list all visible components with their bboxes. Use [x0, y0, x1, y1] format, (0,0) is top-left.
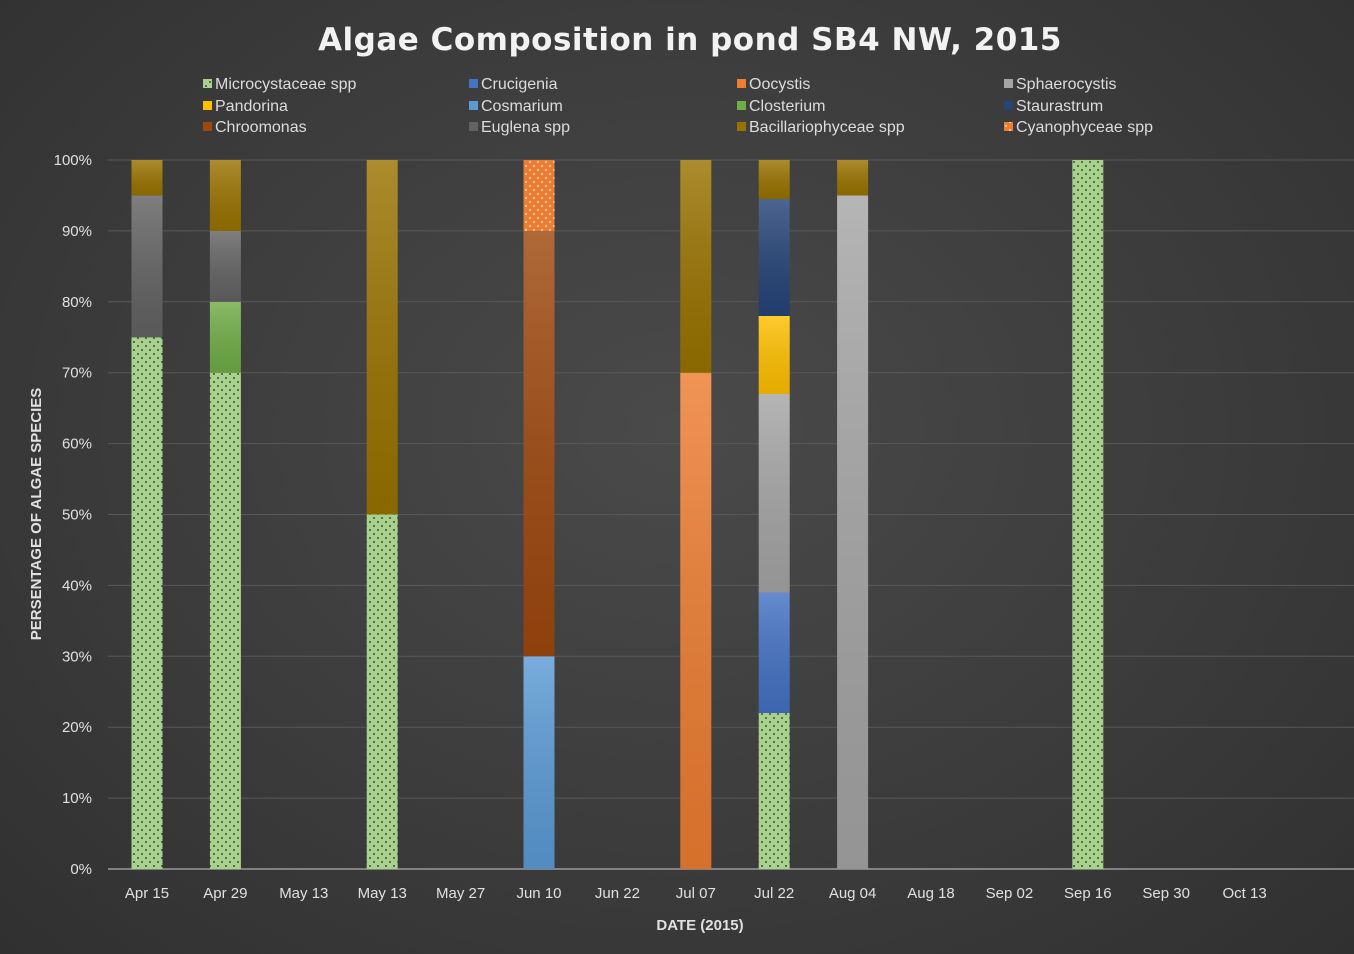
legend-swatch [469, 79, 478, 88]
bar-segment-shade [680, 160, 712, 373]
x-tick-label: Apr 29 [203, 885, 247, 902]
bar-segment [209, 372, 241, 869]
legend-label: Oocystis [749, 76, 810, 93]
x-tick-label: May 13 [279, 885, 328, 902]
chart-title: Algae Composition in pond SB4 NW, 2015 [318, 22, 1062, 58]
legend-swatch [469, 101, 478, 110]
y-tick-label: 90% [62, 223, 92, 240]
legend-label: Sphaerocystis [1016, 76, 1117, 93]
legend: Microcystaceae spp Crucigenia Oocystis Spha… [203, 76, 1153, 136]
x-tick-label: Apr 15 [125, 885, 169, 902]
legend-label: Pandorina [215, 98, 288, 115]
bar-segment-shade [758, 315, 790, 394]
x-tick-label: May 13 [358, 885, 407, 902]
bar-segment-shade [758, 160, 790, 199]
y-tick-label: 50% [62, 507, 92, 524]
gridlines [108, 159, 1354, 870]
y-tick-label: 40% [62, 577, 92, 594]
y-tick-label: 80% [62, 294, 92, 311]
legend-label: Staurastrum [1016, 98, 1103, 115]
bar-segment [1072, 160, 1104, 869]
bar-segment-shade [758, 592, 790, 714]
legend-swatch [737, 101, 746, 110]
legend-label: Cyanophyceae spp [1016, 119, 1153, 136]
y-tick-label: 10% [62, 790, 92, 807]
legend-swatch [469, 122, 478, 131]
x-tick-label: Jun 10 [516, 885, 561, 902]
bar-segment [131, 337, 163, 869]
bar-segment [758, 713, 790, 869]
legend-swatch [1004, 122, 1013, 131]
legend-label: Bacillariophyceae spp [749, 119, 905, 136]
legend-swatch [1004, 79, 1013, 88]
legend-swatch [1004, 101, 1013, 110]
legend-label: Closterium [749, 98, 825, 115]
x-tick-label: Aug 18 [907, 885, 955, 902]
y-tick-label: 60% [62, 436, 92, 453]
bar-segment-shade [131, 195, 163, 338]
bar-segment-shade [131, 160, 163, 196]
legend-label: Crucigenia [481, 76, 558, 93]
y-tick-label: 30% [62, 648, 92, 665]
y-tick-label: 20% [62, 719, 92, 736]
bar-segment-shade [209, 301, 241, 373]
y-axis-ticks: 0% 10% 20% 30% 40% 50% 60% 70% 80% 90% 100% [54, 152, 92, 878]
x-tick-label: Jun 22 [595, 885, 640, 902]
legend-swatch [203, 79, 212, 88]
x-tick-label: Jul 22 [754, 885, 794, 902]
bar-segment-shade [523, 230, 555, 657]
y-tick-label: 0% [70, 861, 92, 878]
y-tick-label: 100% [54, 152, 92, 169]
x-tick-label: Aug 04 [829, 885, 877, 902]
bars [131, 160, 1104, 869]
y-tick-label: 70% [62, 365, 92, 382]
x-axis-ticks: Apr 15 Apr 29 May 13 May 13 May 27 Jun 10 Jun … [125, 885, 1267, 902]
legend-swatch [737, 122, 746, 131]
bar-segment-shade [680, 372, 712, 869]
x-axis-title: DATE (2015) [656, 917, 743, 934]
legend-swatch [737, 79, 746, 88]
legend-label: Microcystaceae spp [215, 76, 356, 93]
x-tick-label: Oct 13 [1223, 885, 1267, 902]
x-tick-label: Sep 16 [1064, 885, 1112, 902]
bar-segment-shade [837, 195, 869, 869]
bar-segment-shade [758, 393, 790, 593]
legend-swatch [203, 101, 212, 110]
bar-segment-shade [837, 160, 869, 196]
x-tick-label: Sep 30 [1142, 885, 1190, 902]
x-tick-label: Jul 07 [676, 885, 716, 902]
bar-segment-shade [758, 198, 790, 316]
bar-segment-shade [523, 656, 555, 869]
legend-label: Cosmarium [481, 98, 563, 115]
legend-label: Chroomonas [215, 119, 307, 136]
legend-swatch [203, 122, 212, 131]
bar-segment-shade [209, 160, 241, 231]
legend-label: Euglena spp [481, 119, 570, 136]
bar-segment-shade [366, 160, 398, 515]
x-tick-label: Sep 02 [986, 885, 1034, 902]
bar-segment-shade [209, 230, 241, 302]
x-tick-label: May 27 [436, 885, 485, 902]
y-axis-title: PERSENTAGE OF ALGAE SPECIES [28, 388, 45, 641]
bar-segment [523, 160, 555, 231]
bar-segment [366, 514, 398, 869]
